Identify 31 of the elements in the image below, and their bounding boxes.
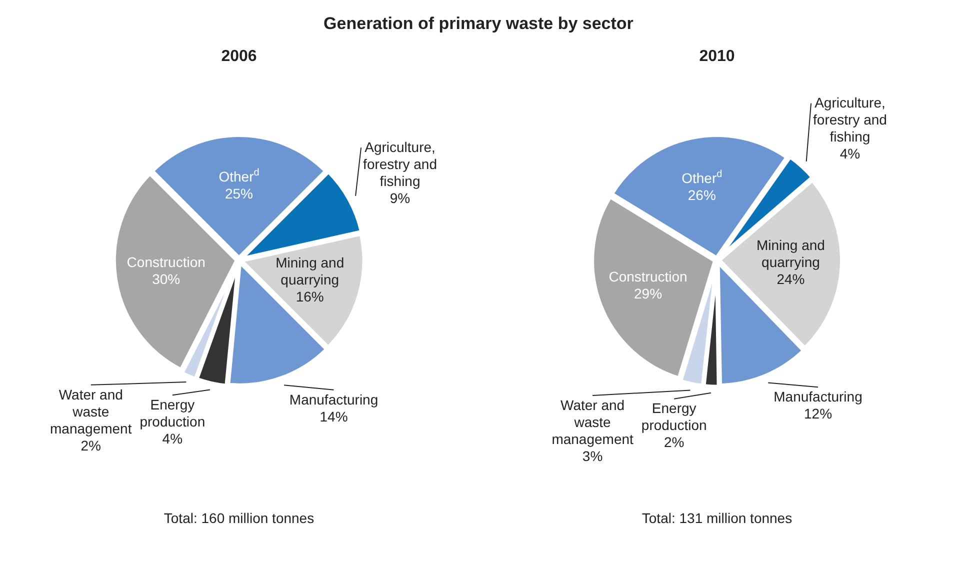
slice-label: Mining and quarrying — [276, 254, 344, 288]
data-label: 9% — [390, 190, 410, 206]
text: Total: 160 million tonnes — [164, 510, 314, 526]
chart-subtitle: 2010 — [699, 48, 735, 67]
slice-label: Manufacturing — [289, 391, 378, 408]
slice-label: Construction — [126, 254, 206, 270]
text: Total: 131 million tonnes — [642, 510, 792, 526]
data-label: 16% — [296, 288, 324, 304]
slice-label: Mining and quarrying — [756, 237, 825, 270]
chart-subtitle: 2006 — [221, 48, 257, 67]
slice-label: Energy production — [641, 400, 707, 434]
data-label: 25% — [224, 186, 254, 202]
slice-label: Construction — [608, 268, 688, 285]
slice-label: Water and waste management — [552, 396, 634, 447]
data-label: 2% — [664, 434, 684, 450]
data-label: 30% — [152, 270, 180, 287]
data-label: 4% — [840, 146, 860, 162]
data-label: 12% — [804, 406, 832, 422]
data-label: 2% — [80, 437, 101, 454]
slice-label: Manufacturing — [774, 388, 862, 405]
data-label: 14% — [320, 408, 348, 424]
slice-label: Energy production — [140, 396, 206, 430]
text: Generation of primary waste by sector — [322, 13, 634, 35]
data-label: 26% — [688, 187, 716, 204]
data-label: 29% — [634, 286, 662, 302]
data-label: 4% — [162, 430, 183, 446]
slice-label: Water and waste management — [50, 386, 132, 436]
data-label: 24% — [776, 271, 805, 288]
slice-label: Agriculture, forestry and fishing — [813, 94, 887, 145]
data-label: 3% — [582, 448, 603, 464]
slice-label: Agriculture, forestry and fishing — [363, 138, 437, 189]
